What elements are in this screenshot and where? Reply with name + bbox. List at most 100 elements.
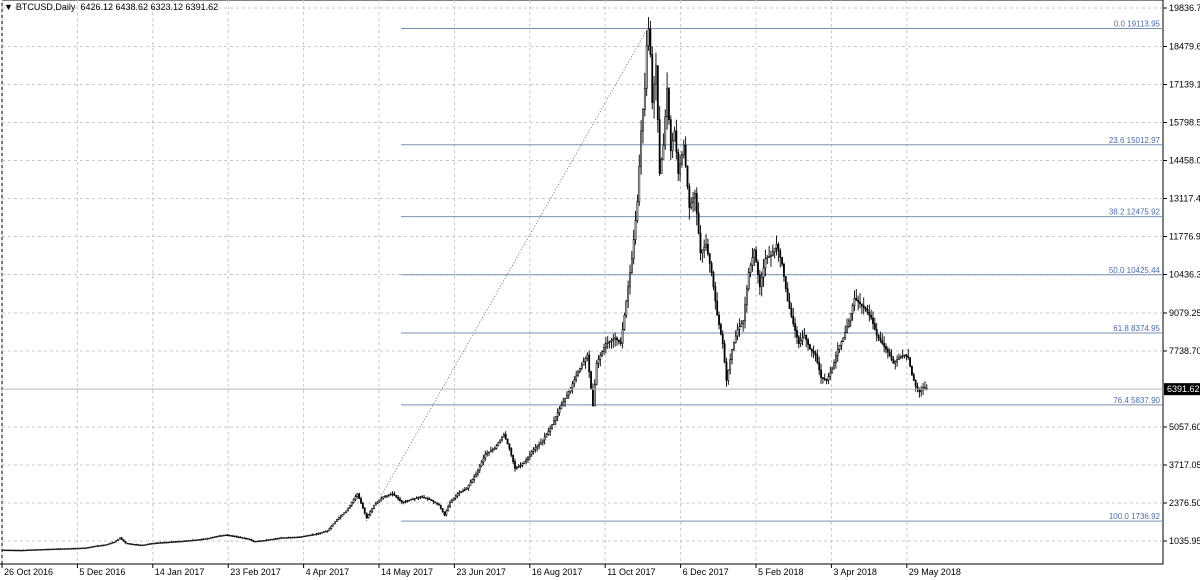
candle-body <box>245 537 247 540</box>
candle-body <box>154 542 157 545</box>
candle-body <box>595 363 598 385</box>
candle-body <box>293 536 296 539</box>
y-tick-label: 7738.70 <box>1169 346 1200 356</box>
candle-body <box>18 549 21 552</box>
dropdown-triangle-icon[interactable]: ▼ <box>4 2 13 12</box>
x-tick-label: 23 Jun 2017 <box>456 567 506 577</box>
candle-body <box>844 331 847 339</box>
candle-body <box>790 308 793 317</box>
x-tick-label: 23 Feb 2017 <box>230 567 281 577</box>
candle-body <box>723 343 726 363</box>
candle-body <box>688 186 691 208</box>
candle-body <box>573 379 576 385</box>
candle-body <box>682 144 685 155</box>
candle-body <box>486 452 489 455</box>
candle-body <box>506 438 509 445</box>
candle-body <box>725 361 728 381</box>
candle-body <box>107 543 110 545</box>
fib-level-label: 61.8 8374.95 <box>1113 324 1160 333</box>
candle-body <box>269 539 272 541</box>
candle-body <box>755 249 758 263</box>
candle-body <box>5 549 8 552</box>
candle-body <box>421 496 424 498</box>
candle-body <box>740 323 743 327</box>
candle-body <box>610 339 613 342</box>
candle-body <box>818 362 821 371</box>
candle-body <box>866 309 869 313</box>
candle-body <box>879 337 882 342</box>
candle-body <box>812 350 815 354</box>
candle-body <box>430 499 433 501</box>
candle-body <box>317 533 320 535</box>
candle-body <box>78 547 80 550</box>
candle-body <box>282 537 285 539</box>
candle-body <box>831 368 834 374</box>
candle-body <box>894 361 897 364</box>
candle-body <box>562 401 565 406</box>
candle-body <box>161 542 164 544</box>
candle-body <box>690 202 693 208</box>
candle-body <box>745 288 748 306</box>
candle-body <box>167 541 169 544</box>
fib-level-label: 50.0 10425.44 <box>1109 266 1161 275</box>
candle-body <box>853 297 856 307</box>
candle-body <box>855 297 858 301</box>
candle-body <box>803 334 806 339</box>
candle-body <box>898 357 900 360</box>
candle-body <box>68 548 71 550</box>
candle-body <box>591 388 594 407</box>
x-tick-label: 29 May 2018 <box>909 567 961 577</box>
candle-body <box>311 534 314 536</box>
candle-body <box>623 314 626 330</box>
candle-body <box>415 497 418 499</box>
x-tick-label: 5 Dec 2016 <box>79 567 125 577</box>
candle-body <box>67 548 69 550</box>
y-tick-label: 9079.25 <box>1169 308 1200 318</box>
candle-body <box>26 549 29 552</box>
candle-body <box>784 276 787 290</box>
candle-body <box>914 380 917 387</box>
y-tick-label: 19836.75 <box>1169 3 1200 13</box>
candle-body <box>406 500 409 502</box>
candle-body <box>569 387 572 393</box>
candle-body <box>779 250 782 258</box>
candle-body <box>332 523 335 527</box>
candle-body <box>783 263 785 277</box>
candle-body <box>24 549 27 552</box>
candle-body <box>512 454 515 462</box>
candle-body <box>671 140 674 152</box>
candle-body <box>590 371 592 390</box>
candle-body <box>679 163 681 174</box>
candle-body <box>28 549 30 552</box>
candle-body <box>597 359 600 364</box>
y-tick-label: 3717.05 <box>1169 460 1200 470</box>
candle-body <box>122 539 125 542</box>
candle-body <box>274 538 277 540</box>
candle-body <box>617 339 620 342</box>
candle-body <box>165 541 168 544</box>
candle-body <box>582 361 585 366</box>
candle-body <box>697 212 700 234</box>
current-price-label: 6391.62 <box>1167 384 1200 394</box>
candle-body <box>152 542 155 545</box>
candle-body <box>475 473 477 478</box>
candle-body <box>642 109 644 132</box>
candle-body <box>61 548 64 550</box>
candle-body <box>781 257 784 265</box>
candle-body <box>627 286 630 302</box>
candle-body <box>252 540 255 542</box>
candle-body <box>11 549 14 552</box>
candle-body <box>96 545 99 547</box>
candle-body <box>100 545 103 547</box>
candle-body <box>41 549 43 551</box>
candle-body <box>432 500 435 503</box>
candle-body <box>773 247 776 253</box>
candle-body <box>543 436 546 441</box>
candle-body <box>306 535 309 537</box>
candle-body <box>540 442 542 445</box>
candle-body <box>124 541 127 544</box>
candle-body <box>909 357 911 367</box>
candle-body <box>501 436 503 441</box>
